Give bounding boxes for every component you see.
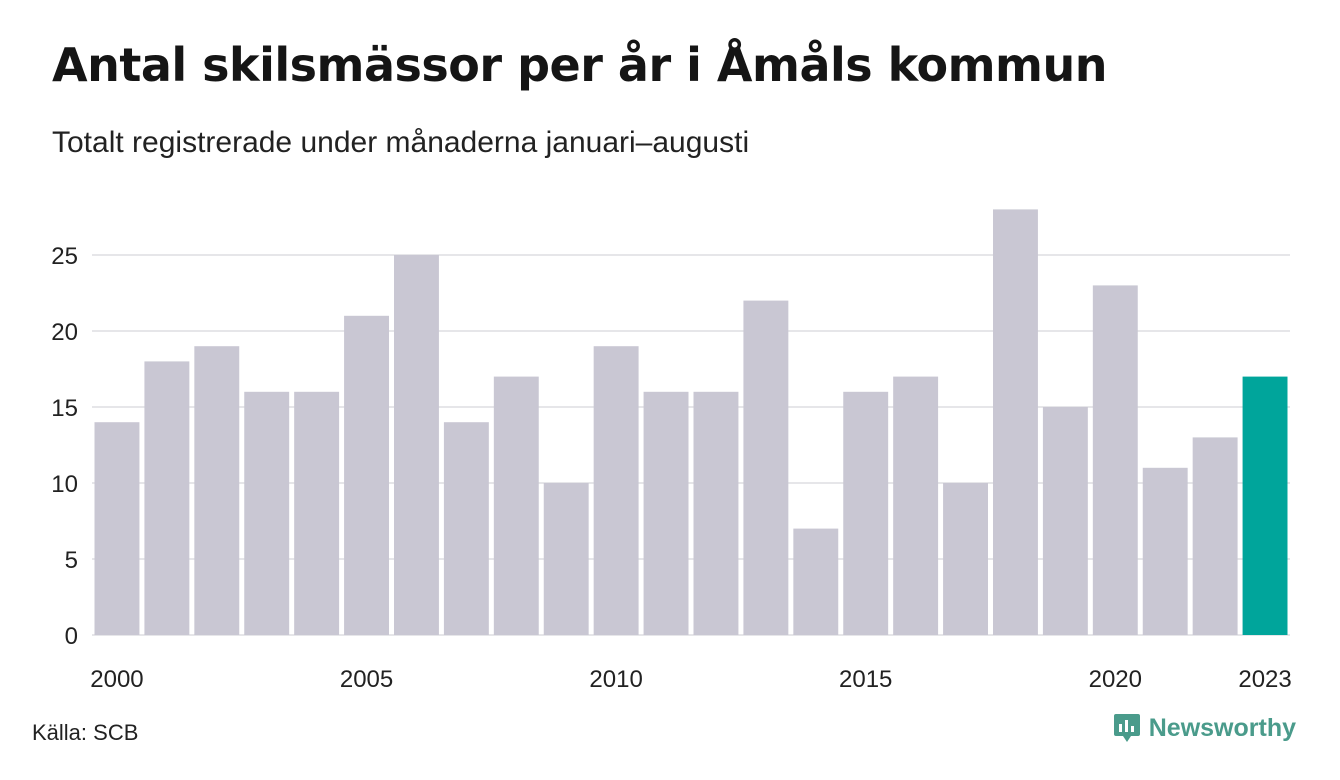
- gridlines: [92, 254, 1290, 636]
- x-tick-label: 2023: [1238, 666, 1291, 693]
- x-tick-label: 2015: [839, 666, 892, 693]
- bar-2005: [344, 315, 389, 635]
- bar-2010: [593, 346, 639, 635]
- bar-2013: [743, 300, 789, 635]
- bar-2018: [993, 209, 1038, 635]
- y-tick-label: 15: [51, 395, 78, 422]
- bar-2020: [1092, 285, 1138, 635]
- bar-2011: [643, 391, 689, 635]
- bar-2006: [394, 255, 439, 635]
- bar-2023: [1242, 376, 1288, 635]
- bar-2007: [443, 422, 489, 635]
- source-note: Källa: SCB: [32, 720, 139, 745]
- chart-subtitle: Totalt registrerade under månaderna janu…: [52, 126, 750, 159]
- newsworthy-logo-icon: [1113, 714, 1140, 742]
- chart-title: Antal skilsmässor per år i Åmåls kommun: [52, 38, 1108, 92]
- bar-2001: [144, 361, 190, 635]
- x-tick-label: 2005: [340, 666, 393, 693]
- x-tick-label: 2010: [589, 666, 642, 693]
- bar-2016: [893, 376, 939, 635]
- bar-2009: [543, 483, 589, 635]
- x-tick-label: 2000: [90, 666, 143, 693]
- bar-chart: 0 5 10 15 20 25 2000 2005 2010 2015 2020 2023: [51, 209, 1292, 693]
- y-tick-label: 25: [51, 243, 78, 270]
- bar-2017: [943, 483, 988, 635]
- bar-2021: [1142, 467, 1188, 635]
- y-tick-label: 10: [51, 471, 78, 498]
- bar-2022: [1192, 437, 1238, 635]
- bar-2015: [843, 391, 889, 635]
- y-tick-label: 20: [51, 319, 78, 346]
- bar-2000: [94, 422, 140, 635]
- x-axis-ticks: 2000 2005 2010 2015 2020 2023: [90, 666, 1291, 693]
- bar-2012: [693, 391, 739, 635]
- x-tick-label: 2020: [1089, 666, 1142, 693]
- bars: [94, 209, 1288, 635]
- bar-2003: [244, 391, 290, 635]
- y-tick-label: 0: [65, 623, 78, 650]
- bar-2019: [1042, 407, 1088, 635]
- bar-2002: [194, 346, 240, 635]
- y-tick-label: 5: [65, 547, 78, 574]
- brand: Newsworthy: [1113, 712, 1296, 744]
- bar-2014: [793, 528, 839, 635]
- bar-2004: [294, 391, 340, 635]
- y-axis-ticks: 0 5 10 15 20 25: [51, 243, 78, 650]
- brand-name: Newsworthy: [1148, 713, 1296, 742]
- bar-2008: [493, 376, 539, 635]
